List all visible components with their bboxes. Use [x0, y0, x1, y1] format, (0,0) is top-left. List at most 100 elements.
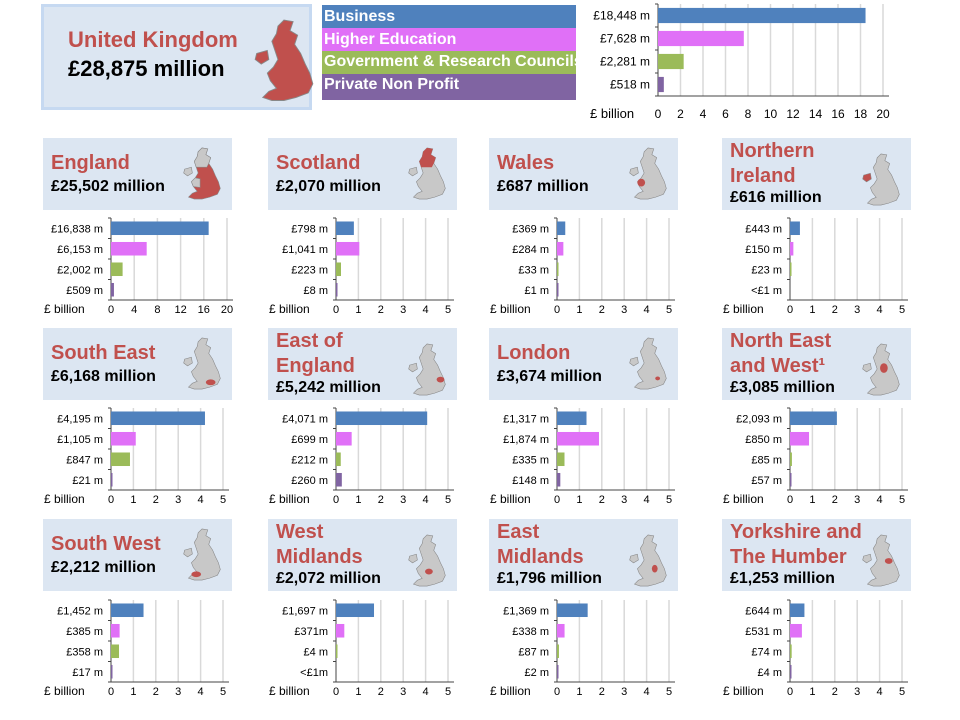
bar-value-label: £18,448 m — [593, 9, 650, 23]
region-total: £1,253 million — [730, 570, 835, 587]
x-axis-label: £ billion — [44, 492, 85, 506]
bar-value-label: £150 m — [745, 244, 782, 256]
legend-business: Business — [322, 5, 576, 28]
bar-value-label: £8 m — [304, 285, 328, 297]
bar-value-label: £385 m — [66, 626, 103, 638]
x-tick-label: 5 — [445, 686, 451, 698]
northern-ireland-shape — [254, 49, 270, 65]
highlighted-region — [651, 564, 658, 573]
region-title: West Midlands — [276, 521, 363, 568]
great-britain-shape — [187, 528, 221, 581]
northern-ireland-shape — [629, 166, 639, 177]
x-tick-label: 1 — [576, 494, 582, 506]
bar-business — [557, 603, 588, 618]
axes — [787, 217, 908, 301]
x-tick-label: 1 — [130, 494, 136, 506]
x-tick-label: 5 — [899, 494, 905, 506]
bar-value-label: £369 m — [512, 223, 549, 235]
region-map-icon — [628, 336, 668, 395]
bar-value-label: £1,452 m — [57, 605, 103, 617]
x-axis-label: £ billion — [723, 302, 764, 316]
northern-ireland-shape — [862, 172, 872, 183]
x-tick-label: 2 — [378, 304, 384, 316]
bar-value-label: £358 m — [66, 646, 103, 658]
bar-value-label: £6,153 m — [57, 244, 103, 256]
axes — [333, 407, 454, 491]
bar-private-non-profit — [557, 664, 559, 679]
x-tick-label: 16 — [198, 304, 210, 316]
northern-ireland-shape — [183, 166, 193, 177]
bar-value-label: £2,093 m — [736, 413, 782, 425]
bar-value-label: £335 m — [512, 454, 549, 466]
uk-amount: £28,875 million — [68, 56, 225, 81]
bar-value-label: £21 m — [72, 475, 103, 487]
region-title: Northern Ireland — [730, 140, 815, 187]
x-tick-label: 12 — [786, 107, 800, 121]
x-tick-label: 1 — [809, 686, 815, 698]
bar-government-research-councils — [790, 644, 792, 659]
legend: Business Higher Education Government & R… — [322, 5, 576, 100]
bar-value-label: £371m — [294, 626, 328, 638]
region-map-icon — [182, 336, 222, 395]
x-tick-label: 20 — [876, 107, 890, 121]
bar-government-research-councils — [790, 262, 792, 277]
bar-value-label: £850 m — [745, 434, 782, 446]
region-map-icon — [861, 533, 901, 592]
bar-chart-1: 0 4 8 12 16 20 £16,838 m £6,153 m £2,002 m £509 m… — [44, 217, 233, 316]
region-map-icon — [628, 533, 668, 592]
x-axis-label: £ billion — [723, 684, 764, 698]
bar-business — [557, 411, 587, 426]
bar-value-label: £33 m — [518, 264, 549, 276]
x-tick-label: 1 — [809, 304, 815, 316]
x-tick-label: 0 — [333, 304, 339, 316]
bar-value-label: £4,071 m — [282, 413, 328, 425]
region-total: £3,674 million — [497, 368, 602, 385]
x-axis-label: £ billion — [269, 684, 310, 698]
legend-government: Government & Research Councils — [322, 51, 576, 74]
x-tick-label: 5 — [445, 494, 451, 506]
bar-higher-education — [111, 431, 136, 446]
x-tick-label: 3 — [621, 494, 627, 506]
bar-private-non-profit — [111, 282, 114, 297]
great-britain-shape — [412, 343, 446, 396]
x-tick-label: 5 — [220, 494, 226, 506]
axes — [554, 407, 675, 491]
region-total: £687 million — [497, 178, 589, 195]
bar-chart-12: 0 1 2 3 4 5 £644 m £531 m £74 m £4 m £ billion — [723, 599, 908, 698]
bar-value-label: £1,041 m — [282, 244, 328, 256]
region-total: £616 million — [730, 189, 822, 206]
x-tick-label: 14 — [809, 107, 823, 121]
bar-higher-education — [557, 623, 565, 638]
x-tick-label: 6 — [722, 107, 729, 121]
northern-ireland-shape — [408, 362, 418, 373]
bar-value-label: £847 m — [66, 454, 103, 466]
x-tick-label: 0 — [108, 494, 114, 506]
bar-business — [336, 221, 354, 236]
bar-private-non-profit — [336, 472, 342, 487]
northern-ireland-shape — [183, 356, 193, 367]
bar-value-label: £16,838 m — [51, 223, 103, 235]
northern-ireland-shape — [408, 166, 418, 177]
bar-chart-9: 0 1 2 3 4 5 £1,452 m £385 m £358 m £17 m £ billion — [44, 599, 229, 698]
highlighted-region — [880, 363, 888, 373]
region-total: £2,070 million — [276, 178, 381, 195]
x-tick-label: 1 — [576, 304, 582, 316]
x-axis-label: £ billion — [269, 492, 310, 506]
region-title: Yorkshire and The Humber — [730, 521, 862, 568]
x-tick-label: 3 — [400, 304, 406, 316]
axes — [108, 217, 233, 301]
axes — [787, 599, 908, 683]
bar-value-label: £212 m — [291, 454, 328, 466]
bar-higher-education — [111, 623, 120, 638]
x-tick-label: 4 — [644, 494, 650, 506]
x-tick-label: 0 — [108, 686, 114, 698]
uk-map-icon — [244, 17, 324, 107]
region-total: £25,502 million — [51, 178, 165, 195]
x-tick-label: 3 — [621, 686, 627, 698]
bar-private-non-profit — [790, 664, 792, 679]
region-title: London — [497, 342, 571, 364]
region-header-se: South East £6,168 million — [43, 328, 232, 400]
bar-value-label: £338 m — [512, 626, 549, 638]
x-tick-label: 4 — [877, 494, 883, 506]
x-axis-label: £ billion — [269, 302, 310, 316]
